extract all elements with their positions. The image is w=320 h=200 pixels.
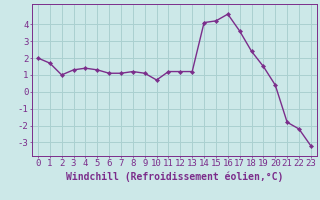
X-axis label: Windchill (Refroidissement éolien,°C): Windchill (Refroidissement éolien,°C) [66,171,283,182]
